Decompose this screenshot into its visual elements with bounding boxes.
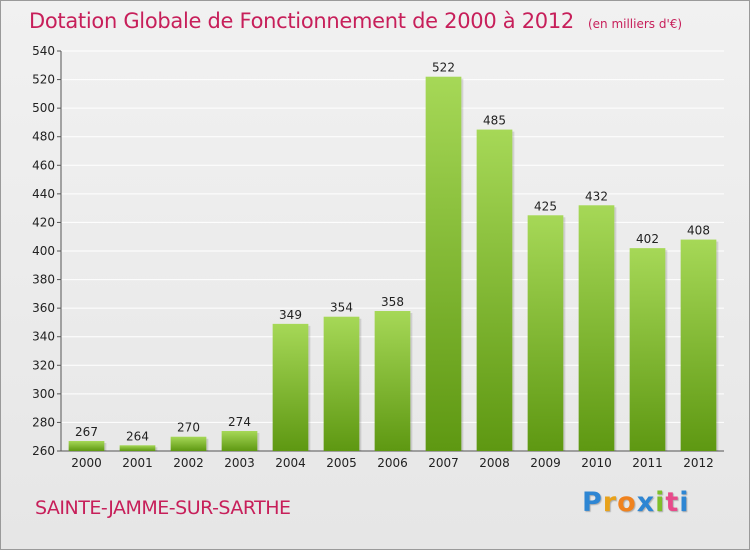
bar: [527, 215, 564, 451]
data-label: 358: [381, 295, 404, 309]
x-tick-label: 2011: [632, 456, 663, 470]
y-tick-label: 540: [32, 44, 55, 58]
y-tick-label: 420: [32, 215, 55, 229]
data-label: 264: [126, 429, 149, 443]
x-tick-label: 2002: [173, 456, 204, 470]
data-label: 354: [330, 301, 353, 315]
data-label: 432: [585, 189, 608, 203]
y-tick-label: 280: [32, 415, 55, 429]
x-tick-label: 2004: [275, 456, 306, 470]
data-label: 425: [534, 199, 557, 213]
data-label: 485: [483, 114, 506, 128]
x-tick-label: 2008: [479, 456, 510, 470]
proxiti-logo: Proxiti: [582, 487, 690, 518]
y-tick-label: 340: [32, 330, 55, 344]
bar: [272, 323, 309, 451]
x-tick-label: 2009: [530, 456, 561, 470]
chart-title: Dotation Globale de Fonctionnement de 20…: [29, 9, 682, 33]
commune-name: SAINTE-JAMME-SUR-SARTHE: [35, 497, 291, 519]
x-tick-label: 2005: [326, 456, 357, 470]
logo-letter: i: [655, 487, 666, 518]
logo-letter: x: [636, 487, 656, 518]
y-tick-label: 320: [32, 358, 55, 372]
bar: [476, 129, 513, 452]
y-tick-label: 400: [32, 244, 55, 258]
bar: [323, 316, 360, 451]
y-tick-label: 260: [32, 444, 55, 458]
bar: [680, 239, 717, 451]
bar: [221, 431, 258, 451]
y-tick-label: 520: [32, 73, 55, 87]
x-tick-label: 2012: [683, 456, 714, 470]
bar: [425, 76, 462, 451]
bar: [68, 441, 105, 451]
data-label: 274: [228, 415, 251, 429]
data-label: 267: [75, 425, 98, 439]
data-label: 349: [279, 308, 302, 322]
y-tick-label: 460: [32, 158, 55, 172]
y-tick-label: 440: [32, 187, 55, 201]
bar: [119, 445, 156, 451]
y-tick-label: 300: [32, 387, 55, 401]
x-tick-label: 2003: [224, 456, 255, 470]
logo-letter: t: [665, 487, 680, 518]
x-tick-label: 2010: [581, 456, 612, 470]
y-tick-label: 360: [32, 301, 55, 315]
chart-title-text: Dotation Globale de Fonctionnement de 20…: [29, 9, 574, 33]
bar: [170, 436, 207, 451]
bar: [629, 248, 666, 451]
y-tick-label: 480: [32, 130, 55, 144]
bar: [578, 205, 615, 451]
data-label: 522: [432, 61, 455, 75]
logo-letter: P: [582, 487, 603, 518]
x-tick-label: 2000: [71, 456, 102, 470]
logo-letter: o: [617, 487, 637, 518]
unit-label: (en milliers d'€): [587, 17, 683, 31]
data-label: 402: [636, 232, 659, 246]
bar: [374, 311, 411, 451]
logo-letter: i: [679, 487, 690, 518]
y-tick-label: 380: [32, 273, 55, 287]
x-tick-label: 2006: [377, 456, 408, 470]
x-tick-label: 2001: [122, 456, 153, 470]
x-tick-label: 2007: [428, 456, 459, 470]
data-label: 408: [687, 224, 710, 238]
data-label: 270: [177, 421, 200, 435]
y-tick-label: 500: [32, 101, 55, 115]
logo-letter: r: [602, 487, 618, 518]
